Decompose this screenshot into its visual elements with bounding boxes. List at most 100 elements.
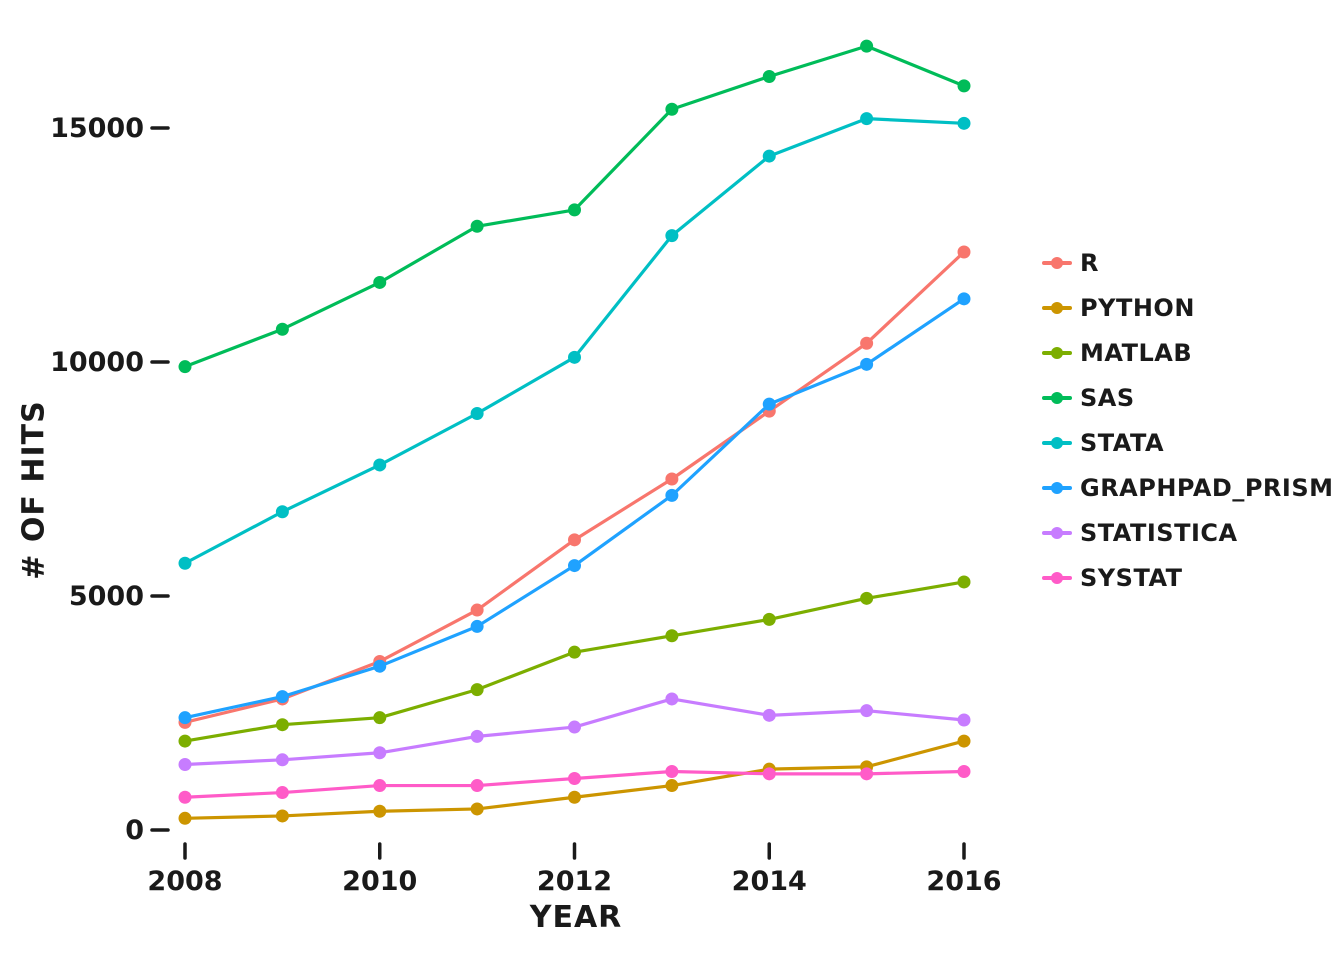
data-point-STATISTICA <box>665 692 679 706</box>
data-point-SAS <box>568 203 581 217</box>
legend-item-PYTHON: PYTHON <box>1042 293 1333 323</box>
data-point-STATA <box>860 112 874 126</box>
legend-marker-icon <box>1042 392 1072 404</box>
data-point-SYSTAT <box>373 779 387 793</box>
legend-item-SAS: SAS <box>1042 383 1333 413</box>
data-point-GRAPHPAD_PRISM <box>860 357 874 371</box>
data-point-GRAPHPAD_PRISM <box>470 619 484 633</box>
legend-label: SAS <box>1080 384 1135 412</box>
data-point-STATISTICA <box>178 757 192 771</box>
legend-dot-icon <box>1051 392 1063 404</box>
data-point-STATISTICA <box>762 708 776 722</box>
legend-item-STATISTICA: STATISTICA <box>1042 518 1333 548</box>
data-point-SYSTAT <box>665 765 679 778</box>
data-point-SAS <box>373 275 387 289</box>
legend-label: SYSTAT <box>1080 564 1183 592</box>
x-tick-label: 2012 <box>537 866 612 897</box>
legend-dot-icon <box>1051 302 1063 314</box>
y-tick-label: 10000 <box>50 347 144 378</box>
data-point-STATA <box>178 556 192 570</box>
legend-dot-icon <box>1051 347 1063 359</box>
legend-marker-icon <box>1042 302 1072 314</box>
legend: R PYTHON MATLAB SAS STATA GRAPHPAD_PRISM STATI… <box>1042 248 1333 593</box>
data-point-R <box>568 533 581 547</box>
data-point-SAS <box>957 79 971 93</box>
data-point-STATA <box>275 505 289 519</box>
legend-marker-icon <box>1042 527 1072 539</box>
data-point-STATA <box>762 149 776 163</box>
x-tick-label: 2014 <box>732 866 807 897</box>
data-point-SAS <box>275 322 289 336</box>
data-point-SYSTAT <box>568 772 581 786</box>
y-axis-title: # OF HITS <box>16 400 52 580</box>
data-point-STATISTICA <box>957 713 971 727</box>
data-point-STATA <box>957 116 971 130</box>
data-point-STATISTICA <box>860 704 874 718</box>
data-point-STATA <box>665 229 679 243</box>
data-point-SYSTAT <box>275 786 289 800</box>
y-tick-label: 15000 <box>50 113 144 144</box>
legend-label: R <box>1080 249 1099 277</box>
data-point-PYTHON <box>178 811 192 825</box>
data-point-GRAPHPAD_PRISM <box>373 659 387 673</box>
x-tick-label: 2008 <box>147 866 222 897</box>
data-point-GRAPHPAD_PRISM <box>957 292 971 306</box>
series-line-MATLAB <box>183 580 966 743</box>
legend-dot-icon <box>1051 257 1063 269</box>
legend-marker-icon <box>1042 572 1072 584</box>
x-tick-label: 2010 <box>342 866 417 897</box>
legend-marker-icon <box>1042 437 1072 449</box>
legend-marker-icon <box>1042 257 1072 269</box>
data-point-MATLAB <box>373 711 387 725</box>
data-point-MATLAB <box>762 612 776 626</box>
data-point-MATLAB <box>957 575 971 589</box>
legend-label: MATLAB <box>1080 339 1193 367</box>
data-point-R <box>665 472 679 486</box>
x-axis-title: YEAR <box>529 900 623 935</box>
data-point-SAS <box>178 360 192 374</box>
data-point-SAS <box>470 219 484 233</box>
data-point-SAS <box>665 102 679 116</box>
data-point-GRAPHPAD_PRISM <box>275 690 289 704</box>
data-point-MATLAB <box>665 629 679 643</box>
data-point-GRAPHPAD_PRISM <box>665 488 679 502</box>
legend-dot-icon <box>1051 572 1063 584</box>
legend-item-GRAPHPAD_PRISM: GRAPHPAD_PRISM <box>1042 473 1333 503</box>
legend-label: PYTHON <box>1080 294 1195 322</box>
legend-dot-icon <box>1051 527 1063 539</box>
data-point-SYSTAT <box>762 767 776 781</box>
data-point-GRAPHPAD_PRISM <box>568 559 581 573</box>
data-point-SAS <box>860 39 874 53</box>
y-tick-label: 5000 <box>69 581 144 612</box>
data-point-MATLAB <box>860 591 874 605</box>
data-point-SYSTAT <box>470 779 484 793</box>
series-line-STATA <box>183 117 966 565</box>
legend-dot-icon <box>1051 482 1063 494</box>
data-point-PYTHON <box>665 779 679 793</box>
data-point-PYTHON <box>957 734 971 748</box>
data-point-MATLAB <box>568 645 581 659</box>
data-point-SAS <box>762 70 776 84</box>
legend-item-MATLAB: MATLAB <box>1042 338 1333 368</box>
data-point-PYTHON <box>470 802 484 816</box>
legend-label: GRAPHPAD_PRISM <box>1080 474 1334 502</box>
data-point-SYSTAT <box>178 790 192 804</box>
data-point-PYTHON <box>373 804 387 818</box>
legend-item-STATA: STATA <box>1042 428 1333 458</box>
data-point-STATA <box>568 350 581 364</box>
legend-label: STATA <box>1080 429 1165 457</box>
data-point-GRAPHPAD_PRISM <box>178 711 192 725</box>
data-point-SYSTAT <box>957 765 971 778</box>
data-point-R <box>957 245 971 259</box>
legend-dot-icon <box>1051 437 1063 449</box>
x-tick-label: 2016 <box>926 866 1001 897</box>
data-point-PYTHON <box>568 790 581 804</box>
data-point-R <box>860 336 874 350</box>
legend-item-SYSTAT: SYSTAT <box>1042 563 1333 593</box>
legend-marker-icon <box>1042 347 1072 359</box>
data-point-STATA <box>373 458 387 472</box>
data-point-PYTHON <box>275 809 289 823</box>
data-point-STATISTICA <box>373 746 387 760</box>
